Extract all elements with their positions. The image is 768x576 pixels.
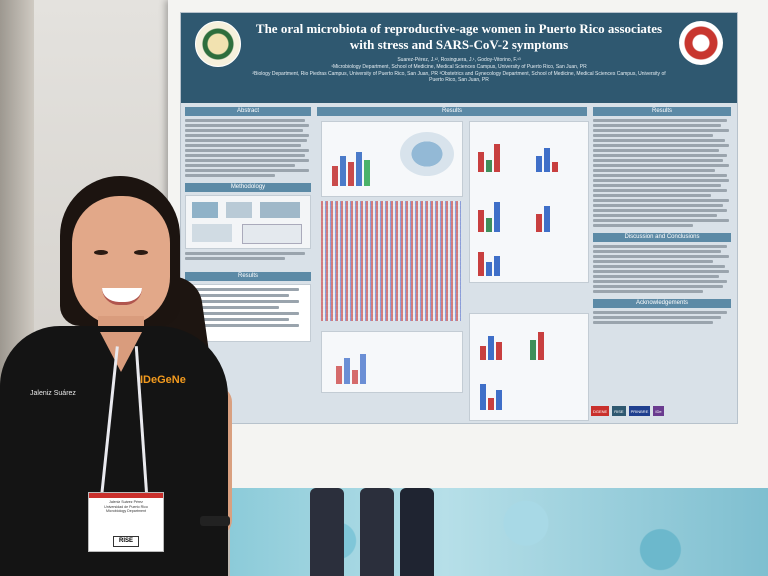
- heatmap-figure: [321, 201, 461, 321]
- name-badge: Jaleniz Suárez Pérez Universidad de Puer…: [88, 492, 164, 552]
- face: [72, 196, 170, 326]
- research-poster: The oral microbiota of reproductive-age …: [180, 12, 738, 424]
- leg: [310, 488, 344, 576]
- title-line-2: with stress and SARS-CoV-2 symptoms: [349, 37, 569, 52]
- results-left-heading: Results: [185, 272, 311, 281]
- badge-name: Jaleniz Suárez Pérez: [109, 500, 143, 504]
- right-eye: [134, 250, 148, 255]
- left-eye: [94, 250, 108, 255]
- badge-department: Microbiology Department: [106, 509, 146, 514]
- boxplot-figure: [321, 331, 463, 393]
- shirt-embroidered-name: Jaleniz Suárez: [30, 390, 76, 397]
- methodology-heading: Methodology: [185, 183, 311, 192]
- medical-campus-seal-icon: [679, 21, 723, 65]
- shirt-logo: IDeGeNe: [140, 374, 186, 386]
- methodology-figure: [185, 195, 311, 249]
- discussion-heading: Discussion and Conclusions: [593, 233, 731, 242]
- poster-title: The oral microbiota of reproductive-age …: [251, 21, 667, 53]
- affiliation-2: ²Biology Department, Rio Piedras Campus,…: [252, 71, 666, 83]
- sponsor-logo: DGENE: [591, 406, 610, 416]
- affiliation-1: ¹Microbiology Department, School of Medi…: [331, 64, 587, 70]
- author-list: Suarez-Pérez, J.¹², Rosinguera, J.¹, God…: [397, 57, 521, 63]
- badge-accent-stripe: [89, 493, 163, 498]
- university-seal-icon: [195, 21, 241, 67]
- results-center-heading: Results: [317, 107, 587, 116]
- acknowledgements-heading: Acknowledgements: [593, 299, 731, 308]
- smile: [102, 288, 142, 305]
- leg: [360, 488, 394, 576]
- badge-text: Jaleniz Suárez Pérez Universidad de Puer…: [89, 498, 163, 514]
- abstract-heading: Abstract: [185, 107, 311, 116]
- title-line-1: The oral microbiota of reproductive-age …: [255, 21, 663, 36]
- alpha-diversity-figure: [321, 121, 463, 197]
- leg: [400, 488, 434, 576]
- results-right-heading: Results: [593, 107, 731, 116]
- badge-rise-logo: RISE: [113, 536, 139, 547]
- background-people-legs: [300, 488, 440, 576]
- stress-taxa-figure: [469, 313, 589, 421]
- sponsor-logo: IDe: [653, 406, 664, 416]
- badge-institution: Universidad de Puerto Rico: [104, 504, 148, 509]
- right-column: Results Discussion and Conclusions Ackno…: [593, 107, 731, 326]
- taxa-bar-figure: [469, 121, 589, 283]
- presenter-person: Jaleniz Suárez IDeGeNe Jaleniz Suárez Pé…: [0, 176, 240, 576]
- poster-authors: Suarez-Pérez, J.¹², Rosinguera, J.¹, God…: [251, 57, 667, 84]
- center-column: Results: [317, 107, 587, 119]
- wristwatch-icon: [200, 516, 230, 526]
- sponsor-logo: PRINBRE: [628, 406, 651, 416]
- poster-banner: The oral microbiota of reproductive-age …: [181, 13, 737, 103]
- sponsor-logos: DGENE RISE PRINBRE IDe: [591, 405, 731, 417]
- sponsor-logo: RISE: [612, 406, 626, 416]
